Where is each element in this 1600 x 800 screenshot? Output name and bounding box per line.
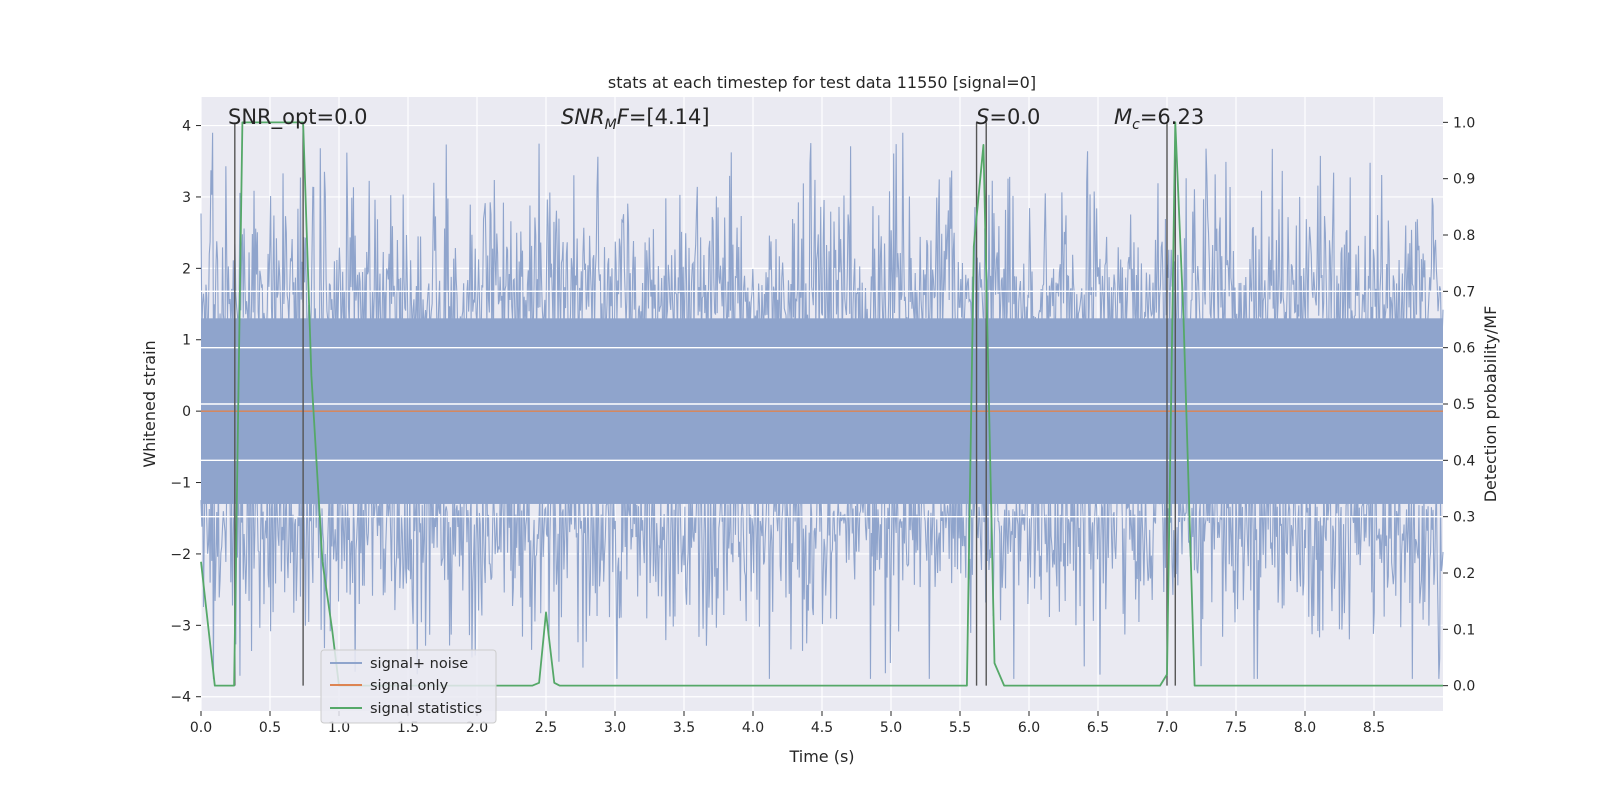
x-tick-label-15: 7.5 (1225, 720, 1247, 736)
y-right-tick-label-0: 0.0 (1453, 679, 1475, 695)
y-left-tick-label-4: 0 (182, 404, 191, 420)
y-left-axis-ticks: −4 −3 −2 −1 0 1 2 3 4 (170, 119, 201, 706)
x-tick-label-3: 1.5 (397, 720, 419, 736)
legend-box (320, 649, 497, 724)
y-right-tick-label-4: 0.4 (1453, 453, 1475, 469)
y-right-tick-label-9: 0.9 (1453, 172, 1475, 188)
x-tick-label-4: 2.0 (466, 720, 488, 736)
legend-label-noise: signal+ noise (370, 656, 468, 672)
y-right-axis-ticks: 0.0 0.1 0.2 0.3 0.4 0.5 0.6 0.7 0.8 0.9 1.0 (1443, 115, 1475, 695)
y-left-axis-label: Whitened strain (140, 340, 159, 467)
legend-label-signal: signal only (370, 678, 449, 694)
y-right-tick-label-6: 0.6 (1453, 341, 1475, 357)
y-left-tick-label-8: 4 (182, 119, 191, 135)
y-right-tick-label-8: 0.8 (1453, 228, 1475, 244)
x-tick-label-7: 3.5 (673, 720, 695, 736)
x-tick-label-10: 5.0 (880, 720, 902, 736)
x-tick-label-9: 4.5 (811, 720, 833, 736)
x-tick-label-2: 1.0 (328, 720, 350, 736)
y-left-tick-label-5: 1 (182, 333, 191, 349)
horizontal-threshold-lines (201, 290, 1443, 518)
statistics-line (200, 121, 1443, 687)
x-tick-label-11: 5.5 (949, 720, 971, 736)
y-right-tick-label-7: 0.7 (1453, 284, 1475, 300)
legend: signal+ noise signal only signal statist… (320, 649, 497, 724)
x-axis-ticks: 0.0 0.5 1.0 1.5 2.0 2.5 3.0 3.5 4.0 4.5 5.0 5.5 6.0 6… (190, 711, 1385, 736)
y-left-tick-label-6: 2 (182, 261, 191, 277)
annotation-snr-mf: SNRMF=[4.14] (561, 105, 710, 133)
y-right-tick-label-5: 0.5 (1453, 397, 1475, 413)
y-left-tick-label-7: 3 (182, 190, 191, 206)
y-left-tick-label-1: −3 (170, 618, 191, 634)
x-tick-label-5: 2.5 (535, 720, 557, 736)
legend-label-statistics: signal statistics (370, 701, 482, 717)
x-tick-label-12: 6.0 (1018, 720, 1040, 736)
y-left-tick-label-0: −4 (170, 690, 191, 706)
x-tick-label-6: 3.0 (604, 720, 626, 736)
x-tick-label-17: 8.5 (1363, 720, 1385, 736)
y-right-axis-label: Detection probability/MF (1481, 306, 1500, 503)
chart-title: stats at each timestep for test data 115… (608, 73, 1036, 92)
y-left-tick-label-3: −1 (170, 476, 191, 492)
y-right-tick-label-10: 1.0 (1453, 115, 1475, 131)
x-tick-label-8: 4.0 (742, 720, 764, 736)
y-right-tick-label-1: 0.1 (1453, 622, 1475, 638)
y-right-tick-label-2: 0.2 (1453, 566, 1475, 582)
x-tick-label-13: 6.5 (1087, 720, 1109, 736)
signal-statistics-series (200, 121, 1443, 687)
x-tick-label-14: 7.0 (1156, 720, 1178, 736)
annotation-s-value: S=0.0 (976, 105, 1040, 129)
y-left-tick-label-2: −2 (170, 547, 191, 563)
x-tick-label-16: 8.0 (1294, 720, 1316, 736)
x-tick-label-0: 0.0 (190, 720, 212, 736)
annotation-snr-opt: SNR_opt=0.0 (228, 105, 368, 130)
annotation-chirp-mass: Mc=6.23 (1114, 105, 1204, 133)
y-right-tick-label-3: 0.3 (1453, 510, 1475, 526)
x-axis-label: Time (s) (788, 747, 854, 766)
x-tick-label-1: 0.5 (259, 720, 281, 736)
